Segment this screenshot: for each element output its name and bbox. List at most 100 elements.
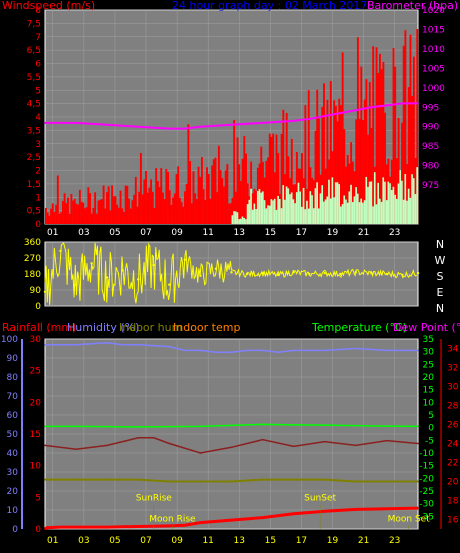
- wind-gust-bar: [156, 181, 159, 224]
- wind-gust-bar: [334, 105, 337, 224]
- wind-gust-bar: [190, 203, 193, 224]
- windspeed-tick: 5,5: [27, 73, 41, 83]
- wind-average-bar: [323, 201, 325, 224]
- windspeed-tick: 6,5: [27, 46, 41, 56]
- wind-average-bar: [268, 205, 271, 224]
- indoor_hum-point: [261, 478, 264, 481]
- wind-direction-point: [137, 278, 140, 281]
- wind-gust-bar: [80, 201, 83, 224]
- wind-gust-bar: [238, 164, 241, 224]
- hour-tick: 15: [265, 228, 276, 238]
- wind-gust-bar: [139, 152, 142, 224]
- wind-average-bar: [258, 189, 261, 224]
- humidity-axis-label: Humidity (%): [67, 321, 139, 334]
- temperature-tick-labels: -35 -30 -25 -20 -15 -10 -5 0 5 10 15 20 25 30 35: [419, 335, 434, 522]
- wind-average-bar: [243, 217, 246, 224]
- wind-gust-bar: [338, 98, 341, 224]
- wind-average-bar: [351, 202, 354, 224]
- temperature-tick: -20: [419, 474, 434, 484]
- wind-direction-point: [323, 271, 326, 275]
- wind-gust-bar: [270, 136, 273, 224]
- astro-annotations: SunRise SunSet Moon Rise Moon Set: [136, 494, 430, 529]
- windspeed-tick: 5: [35, 86, 41, 96]
- temperature-point: [137, 426, 140, 428]
- temperature-tick: 0: [428, 424, 434, 434]
- wind-gust-bar: [245, 153, 247, 224]
- wind-gust-bar: [63, 193, 66, 224]
- wind-average-bar: [350, 184, 353, 224]
- annotation-label: SunSet: [304, 494, 336, 504]
- wind-average-bar: [250, 188, 253, 224]
- wind-gust-bar: [243, 136, 246, 224]
- wind-gust-bar: [184, 191, 186, 224]
- wind-gust-bar: [282, 109, 285, 224]
- wind-gust-bar: [72, 200, 75, 224]
- wind-gust-bar: [358, 119, 361, 224]
- wind-average-bar: [343, 195, 346, 224]
- humidity-point: [168, 345, 171, 348]
- wind-average-bar: [297, 182, 300, 224]
- direction-tick: 90: [30, 286, 42, 296]
- wind-gust-bar: [321, 106, 324, 224]
- wind-direction-point: [416, 271, 420, 275]
- temperature-tick: 20: [423, 373, 435, 383]
- wind-gust-bar: [189, 161, 192, 224]
- wind-average-bar: [384, 181, 386, 224]
- wind-gust-bar: [384, 112, 386, 224]
- indoor_temp-point: [152, 437, 155, 439]
- wind-direction-point: [292, 271, 295, 274]
- wind-gust-bar: [107, 186, 110, 224]
- wind-gust-bar: [314, 130, 317, 224]
- wind-average-bar: [263, 200, 266, 224]
- wind-gust-bar: [75, 203, 78, 224]
- humidity-point: [199, 349, 202, 352]
- wind-average-bar: [314, 188, 317, 224]
- wind-gust-bar: [153, 207, 156, 224]
- windspeed-tick: 4,5: [27, 100, 41, 110]
- wind-gust-bar: [61, 200, 64, 224]
- hour-tick: 21: [358, 228, 369, 238]
- hour-tick: 09: [171, 228, 183, 238]
- indoor_temp-point: [230, 446, 233, 449]
- indoor-temp-tick: 16: [447, 516, 459, 526]
- wind-gust-bar: [404, 30, 407, 224]
- wind-average-bar: [416, 167, 419, 224]
- rainfall-tick: 5: [35, 493, 41, 503]
- windspeed-tick: 1: [35, 193, 41, 203]
- humidity-point: [75, 343, 77, 346]
- humidity-point: [292, 349, 295, 352]
- indoor-temp-tick: 28: [447, 402, 459, 412]
- wind-average-bar: [309, 191, 312, 224]
- barometer-tick: 1010: [422, 45, 445, 55]
- wind-gust-bar: [409, 34, 412, 224]
- wind-gust-bar: [161, 192, 164, 224]
- wind-average-bar: [326, 196, 329, 224]
- dew-point-axis-label: Dew Point (°C): [393, 321, 460, 334]
- wind-gust-bar: [122, 211, 125, 224]
- barometer-point: [339, 112, 342, 114]
- wind-gust-bar: [324, 168, 327, 224]
- wind-gust-bar: [65, 203, 68, 224]
- chart-title: 24 hour graph day : 02 March 2017: [172, 0, 367, 12]
- wind-average-bar: [365, 176, 368, 224]
- wind-gust-bar: [204, 200, 207, 224]
- wind-gust-bar: [173, 193, 176, 224]
- wind-average-bar: [372, 206, 375, 224]
- temperature-point: [355, 424, 357, 427]
- hour-tick: 07: [140, 228, 151, 238]
- windspeed-tick: 8: [35, 6, 41, 16]
- wind-average-bar: [379, 198, 381, 224]
- wind-gust-bar: [78, 189, 81, 224]
- wind-gust-bar: [341, 52, 344, 224]
- humidity-point: [121, 343, 124, 346]
- wind-average-bar: [262, 191, 264, 224]
- wind-gust-bar: [155, 168, 158, 224]
- wind-average-bar: [275, 209, 278, 224]
- indoor_temp-point: [75, 448, 77, 451]
- wind-average-bar: [273, 198, 276, 224]
- wind-gust-bar: [58, 213, 61, 224]
- wind-gust-bar: [406, 164, 409, 224]
- wind-gust-bar: [226, 164, 229, 224]
- wind-average-bar: [234, 211, 237, 224]
- windspeed-tick: 3: [35, 140, 41, 150]
